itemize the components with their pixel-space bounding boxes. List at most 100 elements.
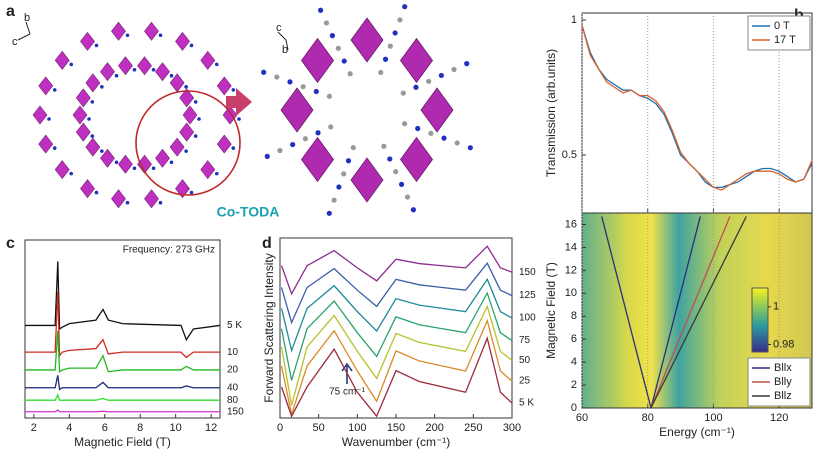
- octahedron: [182, 105, 198, 125]
- x-tick-label: 10: [170, 422, 182, 434]
- y-tick-label: 10: [565, 287, 577, 299]
- y-tick-label: 0.5: [562, 149, 577, 161]
- octahedron: [80, 31, 95, 51]
- octahedron: [175, 31, 190, 51]
- octahedron: [85, 137, 101, 157]
- atom: [381, 143, 387, 149]
- arrow: [226, 88, 252, 116]
- atom: [347, 71, 353, 77]
- octahedron: [111, 21, 126, 41]
- octahedron: [179, 122, 195, 142]
- atom: [404, 194, 411, 200]
- octahedron: [54, 50, 70, 70]
- atom: [438, 72, 444, 79]
- atom: [94, 190, 99, 195]
- axis-triad: [277, 31, 289, 51]
- x-tick-label: 50: [313, 422, 325, 434]
- x-tick-label: 80: [642, 412, 654, 424]
- atom: [313, 88, 319, 95]
- x-tick-label: 100: [348, 422, 366, 434]
- atom: [100, 85, 104, 89]
- legend-label: Bllz: [774, 390, 792, 402]
- octahedron: [350, 17, 384, 63]
- x-tick-label: 60: [576, 412, 588, 424]
- series-label: 150: [519, 267, 536, 278]
- octahedron: [32, 105, 48, 125]
- annotation-arrow: [341, 362, 353, 384]
- x-tick-label: 12: [205, 422, 217, 434]
- colorbar-tick-label: 1: [773, 301, 779, 313]
- atom: [184, 85, 188, 89]
- series-label: 25: [519, 376, 531, 387]
- atom: [69, 62, 74, 67]
- octahedron: [222, 105, 238, 125]
- atom: [214, 62, 219, 67]
- axis-letter: c: [276, 22, 282, 34]
- y-tick-label: 2: [571, 379, 577, 391]
- atom: [193, 134, 198, 138]
- x-tick-label: 250: [464, 422, 482, 434]
- atom: [426, 78, 432, 84]
- atom: [189, 190, 194, 195]
- octahedron: [118, 56, 133, 76]
- atom: [341, 58, 347, 64]
- x-axis-label: Energy (cm⁻¹): [659, 425, 735, 439]
- y-axis-label: Forward Scattering Intensity: [262, 253, 276, 402]
- octahedron: [155, 148, 170, 168]
- highlight-circle: [135, 90, 241, 196]
- atom: [90, 100, 95, 104]
- atom: [387, 43, 393, 49]
- x-tick-label: 4: [66, 422, 72, 434]
- x-tick-label: 8: [137, 422, 143, 434]
- atom: [274, 74, 280, 80]
- atom: [87, 117, 91, 121]
- series-label: 125: [519, 290, 536, 301]
- series-label: 5 K: [519, 398, 534, 409]
- atom: [318, 7, 324, 13]
- atom: [323, 20, 330, 26]
- atom: [441, 135, 447, 141]
- atom: [413, 84, 419, 90]
- atom: [237, 117, 241, 121]
- y-tick-label: 0: [571, 402, 577, 414]
- y-axis-label: Magnetic Field (T): [544, 262, 558, 359]
- y-tick-label: 1: [571, 14, 577, 26]
- plot-frame: [581, 212, 813, 409]
- octahedron: [38, 134, 54, 154]
- atom: [350, 144, 356, 151]
- atom: [336, 184, 342, 190]
- series-line: [650, 216, 731, 409]
- octahedron: [400, 37, 433, 84]
- octahedron: [144, 189, 159, 209]
- series-line: [25, 261, 221, 342]
- octahedron: [350, 157, 384, 203]
- series-line: [650, 216, 747, 409]
- series-label: 150: [227, 406, 244, 417]
- octahedron: [200, 160, 216, 180]
- octahedron: [301, 136, 334, 183]
- octahedron: [144, 21, 159, 41]
- series-line: [280, 336, 513, 418]
- legend-label: 0 T: [774, 20, 790, 32]
- y-tick-label: 6: [571, 333, 577, 345]
- octahedron: [216, 134, 232, 154]
- legend-label: Blly: [774, 376, 792, 388]
- octahedron: [301, 37, 334, 84]
- atom: [428, 130, 434, 136]
- atom: [189, 43, 194, 48]
- atom: [197, 117, 201, 121]
- atom: [52, 146, 57, 150]
- atom: [287, 79, 293, 85]
- atom: [315, 130, 321, 136]
- x-tick-label: 2: [31, 422, 37, 434]
- series-label: 50: [519, 355, 531, 366]
- atom: [401, 121, 408, 127]
- plot-frame: [24, 239, 221, 419]
- atom: [158, 200, 163, 205]
- atom: [329, 33, 336, 39]
- series-label: 20: [227, 365, 239, 376]
- atom: [454, 140, 460, 146]
- series-line: [25, 393, 220, 401]
- atom: [397, 17, 403, 23]
